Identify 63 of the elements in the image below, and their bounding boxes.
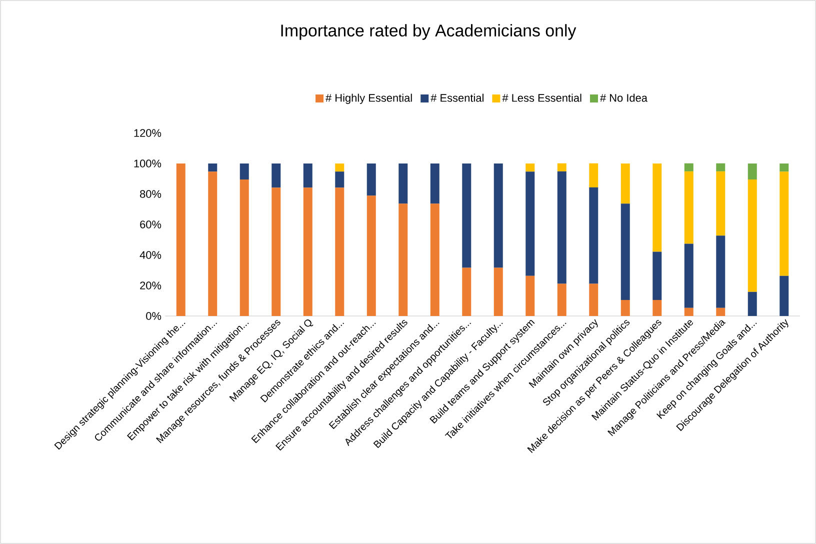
bar: [462, 268, 472, 316]
bar: [335, 188, 344, 316]
legend-label: # Less Essential: [502, 94, 582, 102]
bar: [557, 171, 566, 284]
bar: [240, 180, 249, 316]
legend-label: # Essential: [430, 94, 484, 102]
bar: [589, 284, 598, 316]
bar: [748, 163, 757, 180]
legend-label: # Highly Essential: [326, 94, 412, 104]
bar: [652, 300, 662, 316]
bar: [557, 284, 566, 316]
bar: [557, 163, 566, 172]
bar: [494, 268, 503, 316]
bar: [303, 163, 312, 188]
y-tick-label: 80%: [140, 190, 162, 198]
bar: [430, 163, 440, 204]
bar: [748, 292, 757, 316]
bar: [620, 163, 630, 204]
bar: [652, 163, 662, 252]
bar: [398, 163, 408, 204]
bar: [366, 163, 376, 196]
y-tick-label: 100%: [134, 160, 162, 168]
bar: [716, 163, 726, 172]
bar: [335, 163, 344, 172]
bar: [462, 163, 472, 268]
bar: [684, 171, 694, 244]
bar: [494, 163, 503, 268]
bar: [526, 172, 535, 276]
bar: [526, 163, 535, 172]
y-tick-label: 20%: [140, 282, 162, 290]
bar: [335, 172, 344, 188]
bar: [652, 252, 662, 300]
bar: [780, 163, 789, 172]
y-tick-label: 120%: [134, 129, 162, 137]
chart-title: Importance rated by Academicians only: [281, 24, 576, 40]
bar: [272, 163, 281, 188]
bar: [780, 276, 789, 316]
bar: [398, 204, 408, 316]
bar: [620, 204, 630, 300]
y-tick-label: 60%: [140, 220, 162, 228]
bar: [716, 308, 726, 316]
bar: [589, 187, 598, 284]
bar: [208, 163, 218, 172]
legend-label: # No Idea: [600, 94, 648, 102]
bar: [684, 244, 694, 308]
bar: [780, 172, 789, 276]
bar: [684, 308, 694, 316]
y-tick-label: 40%: [140, 251, 162, 259]
bar: [366, 196, 376, 316]
bar: [176, 163, 186, 316]
bar: [430, 204, 440, 316]
bar: [208, 172, 218, 316]
bar: [620, 300, 630, 316]
bar: [303, 188, 312, 316]
bar: [240, 163, 249, 180]
bar: [748, 180, 757, 292]
bar: [526, 276, 535, 316]
bar: [716, 171, 726, 236]
bar: [272, 188, 281, 316]
bar: [684, 163, 694, 172]
y-tick-label: 0%: [146, 312, 162, 320]
bar: [589, 163, 598, 188]
bar: [716, 236, 726, 308]
